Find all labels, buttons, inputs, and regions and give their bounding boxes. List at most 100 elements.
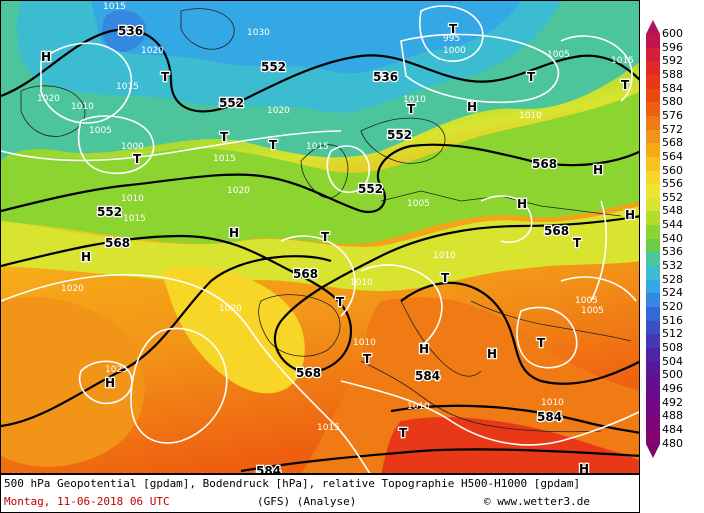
high-center-extra: H xyxy=(625,208,635,222)
caption-description: 500 hPa Geopotential [gpdam], Bodendruck… xyxy=(4,477,581,490)
svg-text:1000: 1000 xyxy=(121,142,144,152)
low-center: T xyxy=(441,271,450,285)
label-584-c: 584 xyxy=(256,464,281,474)
svg-text:1010: 1010 xyxy=(403,95,426,105)
legend-color-band xyxy=(646,129,660,144)
label-552-e: 552 xyxy=(97,205,122,219)
map-caption: 500 hPa Geopotential [gpdam], Bodendruck… xyxy=(0,474,640,513)
legend-arrow-top xyxy=(646,20,660,34)
legend-color-band xyxy=(646,102,660,117)
isobar-labels: 1015 1020 1030 995 1000 1005 1015 1020 1… xyxy=(37,2,634,433)
low-center: T xyxy=(537,336,546,350)
svg-text:1005: 1005 xyxy=(575,296,598,306)
legend-color-band xyxy=(646,238,660,253)
low-center: T xyxy=(527,70,536,84)
zone-green-band xyxy=(1,91,639,244)
legend-color-band xyxy=(646,47,660,62)
legend-color-band xyxy=(646,266,660,281)
label-552-c: 552 xyxy=(387,128,412,142)
low-center: T xyxy=(363,352,372,366)
legend-tick-label: 532 xyxy=(662,259,683,273)
legend-color-band xyxy=(646,293,660,308)
svg-text:1015: 1015 xyxy=(103,2,126,12)
legend-tick-label: 576 xyxy=(662,108,683,122)
legend-tick-label: 564 xyxy=(662,149,683,163)
low-center-extra: T xyxy=(621,78,630,92)
svg-text:1025: 1025 xyxy=(105,365,128,375)
svg-text:1020: 1020 xyxy=(61,284,84,294)
high-center: H xyxy=(419,342,429,356)
label-584-b: 584 xyxy=(537,410,562,424)
low-center: T xyxy=(220,130,229,144)
svg-text:1010: 1010 xyxy=(519,111,542,121)
legend-tick-label: 536 xyxy=(662,245,683,259)
label-552-f: 568 xyxy=(532,157,557,171)
svg-text:1020: 1020 xyxy=(267,106,290,116)
legend-tick-label: 512 xyxy=(662,327,683,341)
svg-text:1015: 1015 xyxy=(116,82,139,92)
legend-tick-label: 520 xyxy=(662,300,683,313)
high-center: H xyxy=(593,163,603,177)
legend-color-band xyxy=(646,307,660,321)
legend-tick-label: 568 xyxy=(662,136,683,150)
low-center: T xyxy=(449,22,458,36)
legend-tick-label: 492 xyxy=(662,395,683,409)
legend-tick-label: 524 xyxy=(662,286,683,300)
high-center: H xyxy=(105,376,115,390)
legend-color-band xyxy=(646,375,660,390)
legend-tick-label: 552 xyxy=(662,190,683,204)
svg-text:1010: 1010 xyxy=(353,338,376,348)
high-center: H xyxy=(517,197,527,211)
low-center: T xyxy=(407,102,416,116)
label-568-b: 568 xyxy=(293,267,318,281)
legend-color-band xyxy=(646,211,660,226)
legend-tick-label: 548 xyxy=(662,204,683,218)
legend-tick-label: 540 xyxy=(662,231,683,245)
legend-tick-label: 516 xyxy=(662,313,683,327)
zone-yellow xyxy=(161,267,305,394)
low-center: T xyxy=(161,70,170,84)
legend-color-band xyxy=(646,402,660,417)
low-center: T xyxy=(269,138,278,152)
geopotential-labels: 536 552 552 536 552 552 552 568 568 568 … xyxy=(96,23,571,474)
caption-info-row: Montag, 11-06-2018 06 UTC (GFS) (Analyse… xyxy=(4,495,638,508)
legend-color-band xyxy=(646,143,660,158)
svg-text:1020: 1020 xyxy=(227,186,250,196)
svg-text:1005: 1005 xyxy=(407,199,430,209)
caption-date: Montag, 11-06-2018 06 UTC xyxy=(4,495,170,508)
label-552-b: 552 xyxy=(219,96,244,110)
isobars xyxy=(1,5,639,473)
high-center: H xyxy=(487,347,497,361)
legend-color-band xyxy=(646,74,660,89)
color-scale-legend: 600 596 592 588 584 580 576 572 568 564 560 556 552 5… xyxy=(640,0,704,474)
high-center: H xyxy=(229,226,239,240)
legend-tick-label: 588 xyxy=(662,67,683,81)
label-552-d: 552 xyxy=(358,182,383,196)
legend-color-band xyxy=(646,252,660,267)
legend-tick-label: 600 xyxy=(662,27,683,40)
svg-text:995: 995 xyxy=(443,34,460,44)
svg-text:1005: 1005 xyxy=(581,306,604,316)
low-center-extra: T xyxy=(399,426,408,440)
legend-color-band xyxy=(646,361,660,376)
legend-color-band xyxy=(646,388,660,403)
svg-text:1010: 1010 xyxy=(433,251,456,261)
legend-tick-label: 560 xyxy=(662,163,683,177)
legend-tick-label: 488 xyxy=(662,409,683,423)
high-center-extra: H xyxy=(579,462,589,474)
zone-blue-low xyxy=(102,10,147,52)
legend-arrow-bottom xyxy=(646,443,660,458)
legend-color-band xyxy=(646,429,660,444)
pressure-centers: H T T T T T T T T T T T T H H H H H H H … xyxy=(40,21,637,474)
high-center: H xyxy=(81,250,91,264)
label-552-a: 552 xyxy=(261,60,286,74)
weather-map: 536 552 552 536 552 552 552 568 568 568 … xyxy=(0,0,640,474)
legend-tick-label: 584 xyxy=(662,81,683,95)
svg-text:1015: 1015 xyxy=(306,142,329,152)
svg-text:1010: 1010 xyxy=(350,278,373,288)
svg-text:1005: 1005 xyxy=(89,126,112,136)
legend-color-band xyxy=(646,279,660,294)
svg-text:1010: 1010 xyxy=(541,398,564,408)
label-568-a: 568 xyxy=(105,236,130,250)
legend-color-band xyxy=(646,115,660,130)
